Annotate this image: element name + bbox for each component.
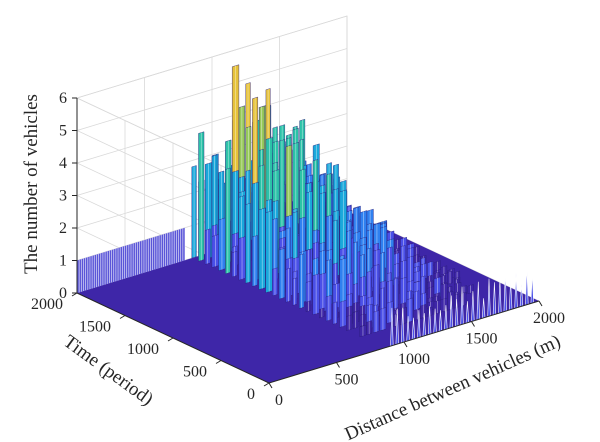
- x-tick-mark: [403, 341, 408, 348]
- front-ripple: [519, 284, 524, 308]
- z-tick-label: 0: [59, 285, 67, 302]
- y-tick-label: 500: [183, 364, 207, 381]
- x-tick-label: 1500: [466, 331, 498, 348]
- front-ripple: [503, 272, 507, 313]
- z-tick-label: 5: [59, 123, 67, 140]
- y-tick-label: 2000: [31, 296, 63, 313]
- z-tick-label: 1: [59, 253, 67, 270]
- y-tick-label: 1500: [79, 319, 111, 336]
- x-tick-label: 500: [335, 372, 359, 389]
- surface: [76, 64, 539, 383]
- front-ripple: [514, 273, 518, 309]
- y-tick-mark: [215, 360, 222, 364]
- y-tick-mark: [167, 337, 174, 342]
- front-ripple: [525, 267, 529, 306]
- x-tick-label: 1000: [398, 351, 430, 368]
- x-tick-label: 0: [275, 392, 283, 409]
- y-tick-mark: [263, 382, 270, 387]
- z-tick-label: 3: [59, 188, 67, 205]
- z-tick-label: 6: [59, 90, 67, 107]
- front-ripple: [530, 273, 534, 304]
- y-tick-label: 0: [247, 386, 255, 403]
- x-tick-mark: [471, 321, 475, 327]
- x-tick-mark: [336, 362, 340, 368]
- axes: [71, 97, 543, 389]
- x-tick-mark: [268, 382, 273, 389]
- z-axis-label: The number of vehicles: [21, 94, 42, 274]
- x-tick-label: 2000: [533, 310, 565, 327]
- z-tick-label: 4: [59, 155, 67, 172]
- y-tick-label: 1000: [127, 341, 159, 358]
- x-tick-mark: [538, 300, 543, 307]
- y-tick-mark: [119, 315, 126, 319]
- z-tick-label: 2: [59, 220, 67, 237]
- front-ripple: [508, 280, 513, 311]
